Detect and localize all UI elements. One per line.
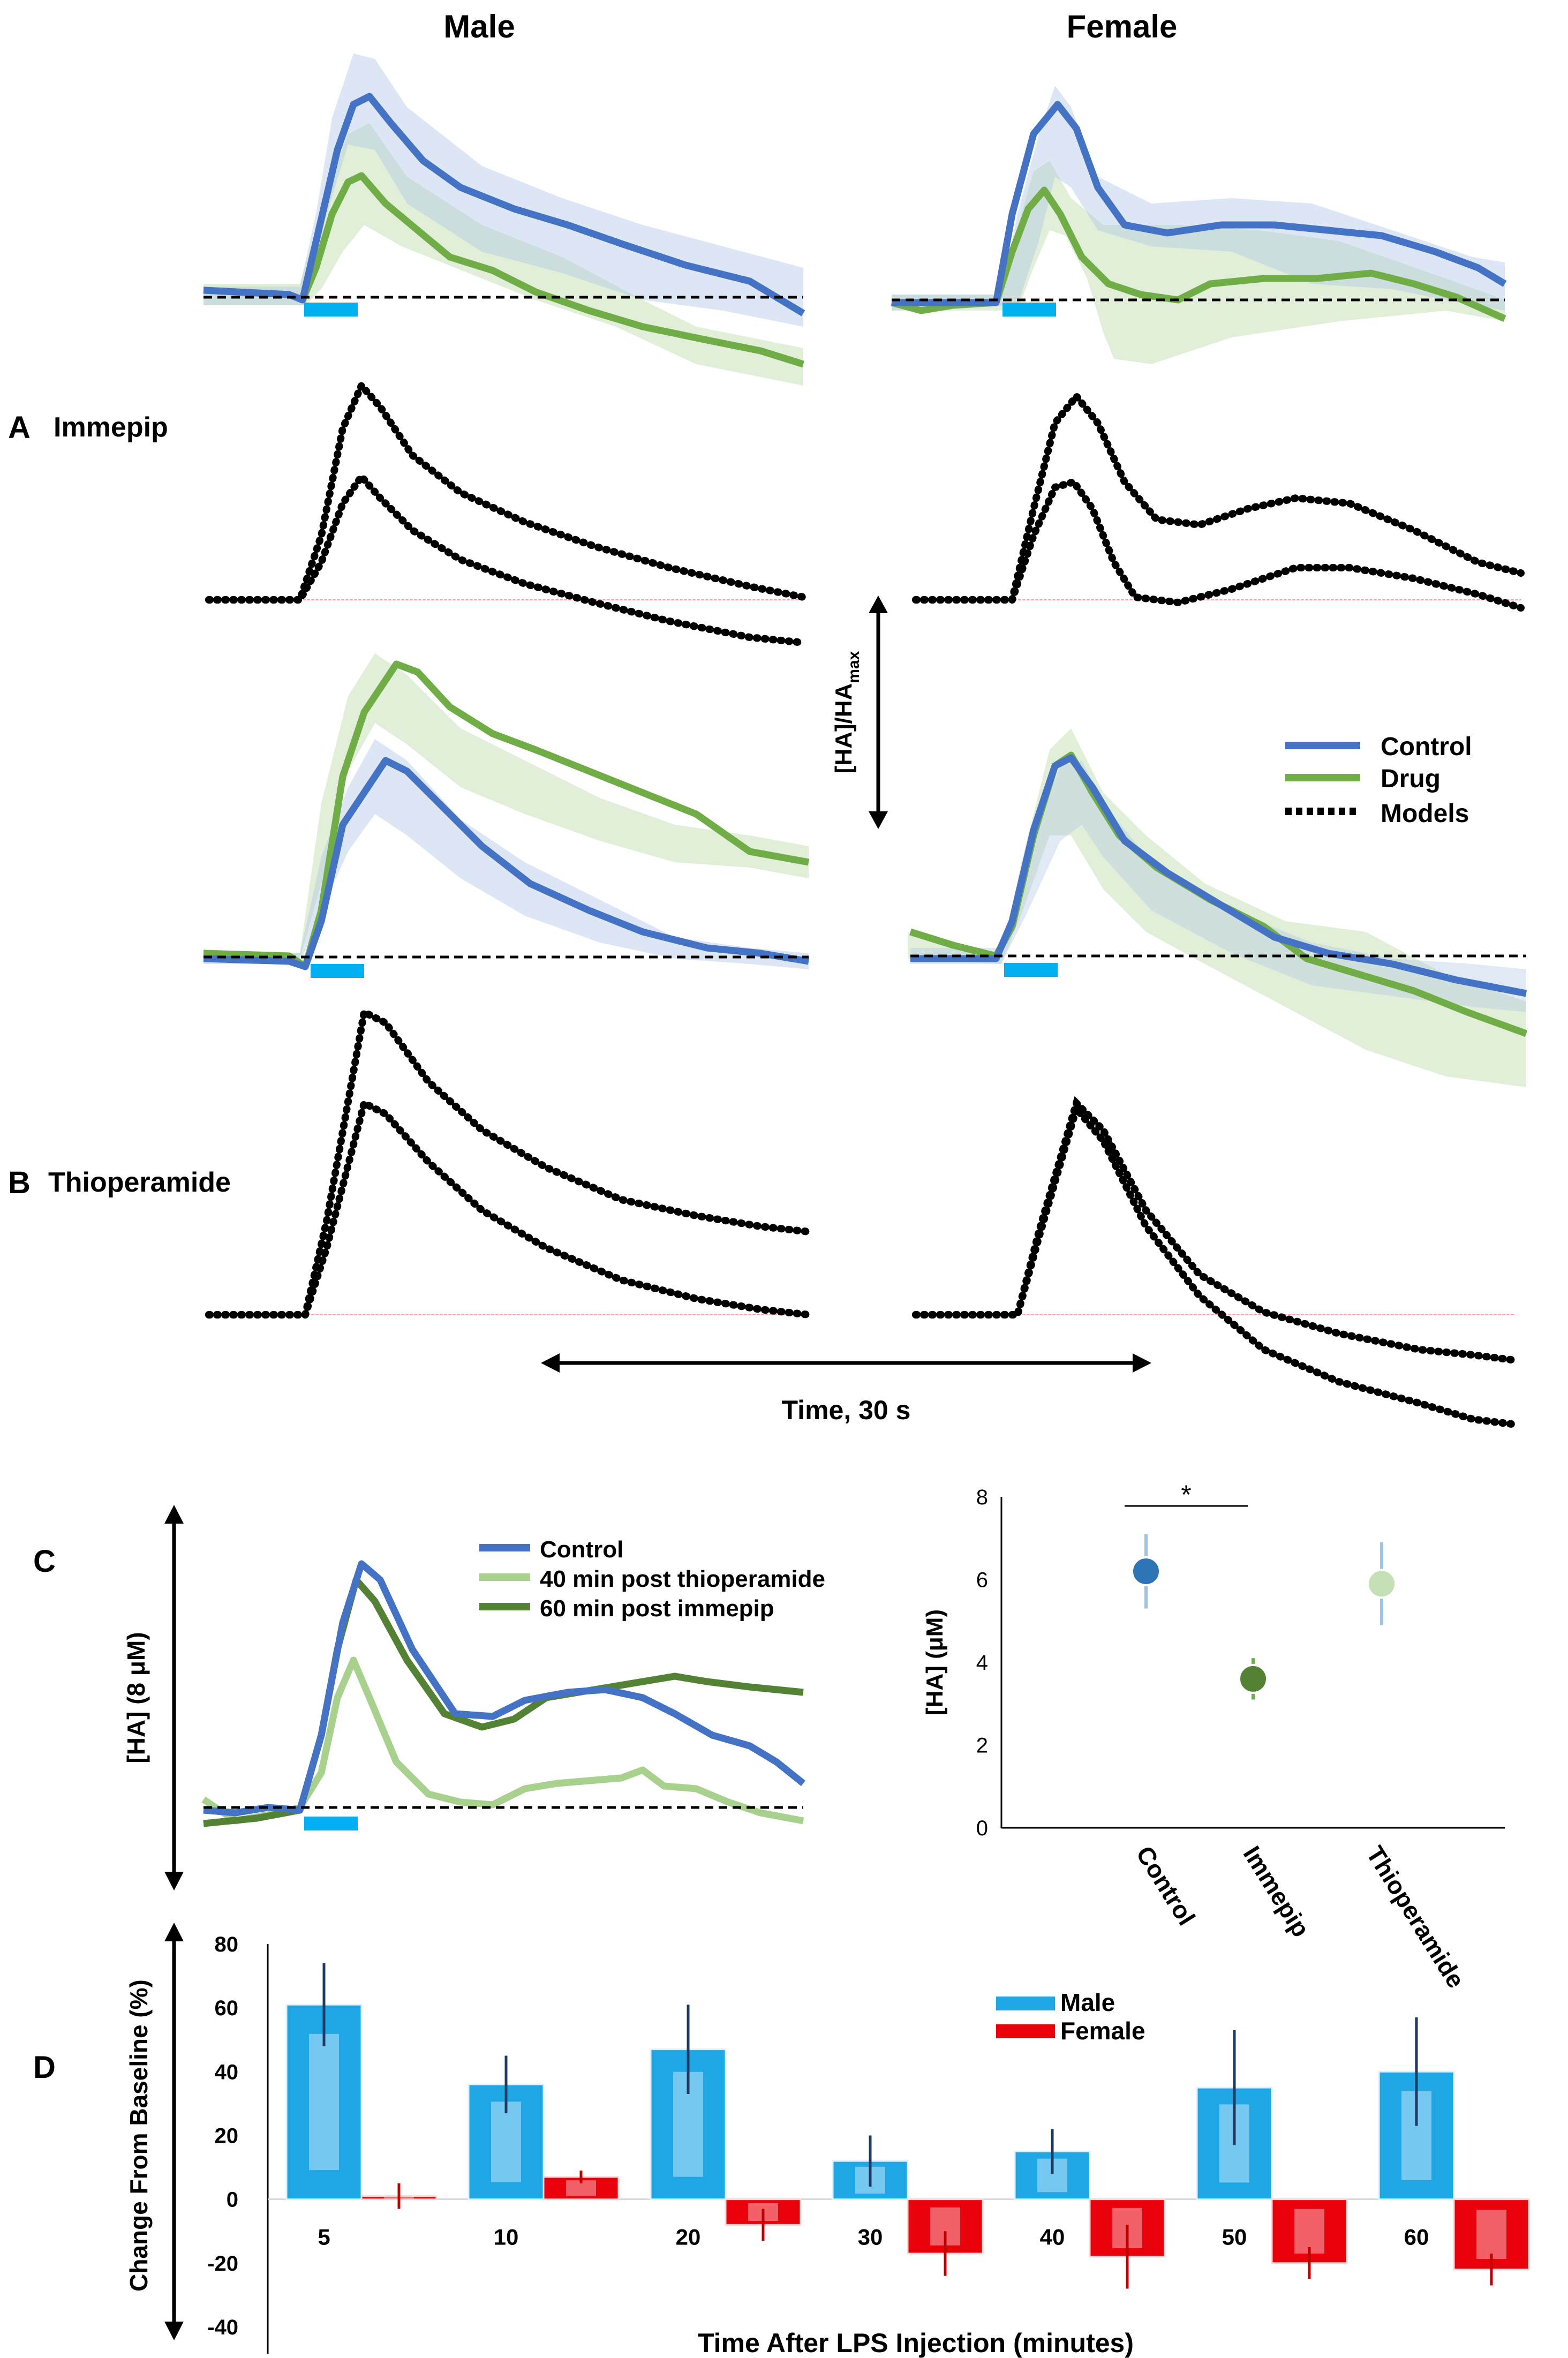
bar-y-tick-label: 0 [227,2188,238,2212]
female-a-control-band [892,86,1505,311]
female-b-model-lower [912,1101,1519,1428]
male-a-control-line [203,93,805,317]
panel-a-male-traces [203,54,805,386]
bar-y-axis-label: Change From Baseline (%) [125,1979,153,2292]
dot-category-label: Immepip [1238,1841,1315,1942]
c-thio-line [201,1656,804,1825]
male-b-drug-band [203,653,809,959]
bar-y-tick-label: 40 [215,2060,239,2084]
panel-b-female-models [912,1096,1519,1428]
bar-category-label: 60 [1404,2225,1429,2250]
female-a-drug-band [892,161,1505,364]
dot-y-axis-label: [HA] (μM) [922,1609,948,1715]
bar-category-label: 50 [1222,2225,1247,2250]
panel-a-male-models [205,379,807,646]
dot-y-tick-label: 6 [976,1569,988,1592]
legend-c-immepip: 60 min post immepip [540,1595,774,1622]
legend-male: Male [1060,1988,1115,2016]
male-b-control-line [203,757,810,970]
bar-y-tick-label: 60 [215,1997,239,2020]
c-vertical-label: [HA] (8 μM) [122,1632,150,1763]
female-b-drug-band [908,728,1526,1087]
male-a-drug-line [203,172,804,368]
c-dot-plot: 0 2 4 6 8 [HA] (μM) Control Immepip Thioperamide… [922,1480,1505,1993]
bar-category-label: 20 [676,2225,701,2250]
legend-drug: Drug [1381,765,1441,793]
d-bar-chart: -40 -20 0 20 40 60 80 Change From Baseline (%) T… [125,1933,1530,2358]
legend-control: Control [1381,733,1472,761]
panel-d-letter: D [33,2050,56,2085]
d-vertical-arrow [164,1923,184,2340]
female-b-control-band [910,760,1526,1012]
legend-c-control: Control [540,1536,623,1563]
header-female: Female [1067,9,1178,44]
bar-category-label: 5 [318,2225,330,2250]
female-a-stim-bar [1002,303,1056,317]
vertical-scale-bar: [HA]/HAmax [831,596,888,829]
female-a-model-lower [912,477,1525,612]
header-male: Male [443,9,515,44]
male-a-model-lower [205,470,807,646]
dot-point [1131,1556,1161,1587]
panel-a-label: Immepip [54,412,168,443]
female-a-model-upper [912,390,1525,604]
bar-y-tick-label: 80 [215,1933,239,1956]
legend-ab: Control Drug Models [1285,733,1472,828]
dot-y-tick-label: 4 [976,1651,988,1675]
c-stim-bar [304,1817,358,1830]
male-b-drug-line [203,660,810,970]
bar-y-tick-label: 20 [215,2125,239,2148]
panel-a-female-traces [891,86,1507,364]
time-scale-bar: Time, 30 s [541,1353,1151,1425]
bar-x-axis-label: Time After LPS Injection (minutes) [698,2328,1134,2358]
panel-b-letter: B [8,1165,31,1200]
legend-d: Male Female [996,1988,1145,2045]
panel-b-male-models [205,1006,812,1319]
time-scale-label: Time, 30 s [782,1395,911,1425]
bar-category-label: 10 [494,2225,519,2250]
male-a-model-upper [205,379,807,604]
vertical-scale-label: [HA]/HAmax [831,651,863,773]
bar-category-label: 40 [1040,2225,1065,2250]
panel-c: C [HA] (8 μM) Control 40 min post thiope… [33,1505,825,1890]
panel-a-letter: A [8,410,31,445]
bar-category-label: 30 [858,2225,883,2250]
bar-highlight [1294,2209,1324,2254]
bar-y-tick-label: -20 [207,2252,238,2276]
dot-point [1238,1663,1268,1694]
dot-y-tick-label: 2 [976,1734,988,1758]
legend-models: Models [1381,800,1469,828]
male-a-drug-band [203,123,803,386]
legend-c-thio: 40 min post thioperamide [540,1566,825,1592]
male-a-control-band [203,54,803,327]
panel-c-letter: C [33,1544,56,1579]
dot-y-tick-label: 0 [976,1817,988,1840]
female-b-stim-bar [1004,963,1058,977]
dot-category-label: Control [1131,1841,1201,1930]
panel-a-female-models [912,390,1525,612]
dot-point [1367,1569,1397,1599]
female-b-control-line [910,754,1527,997]
male-b-model-lower [205,1097,812,1319]
female-b-model-upper [912,1096,1519,1364]
bar-highlight [1476,2210,1506,2259]
panel-b-male-traces [203,653,810,978]
female-a-control-line [892,101,1507,306]
legend-female: Female [1060,2017,1145,2045]
panel-b-label: Thioperamide [48,1167,231,1198]
panel-b-female-traces [908,728,1528,1087]
bar-highlight [491,2101,521,2182]
bar-y-tick-label: -40 [207,2316,238,2339]
dot-category-label: Thioperamide [1361,1841,1471,1993]
significance-star: * [1181,1480,1191,1510]
dot-y-tick-label: 8 [976,1486,988,1509]
bar-highlight [309,2033,339,2171]
male-b-control-band [203,739,809,969]
male-a-stim-bar [304,303,358,317]
male-b-model-upper [205,1006,812,1319]
male-b-stim-bar [311,964,364,978]
c-control-line [203,1560,806,1817]
